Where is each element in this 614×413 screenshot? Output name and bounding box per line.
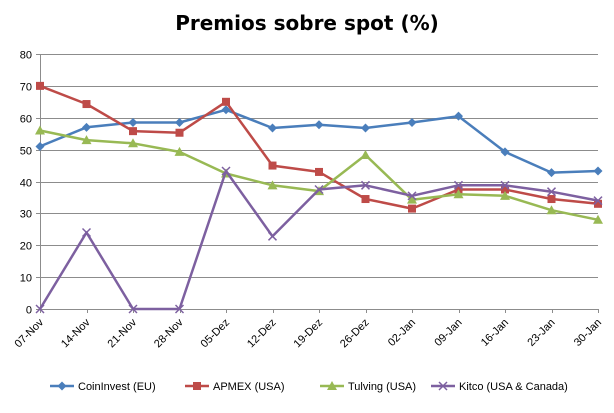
x-tick-label: 28-Nov xyxy=(152,316,186,350)
data-point xyxy=(361,123,370,133)
legend: CoinInvest (EU) APMEX (USA) Tulving (USA) K… xyxy=(50,381,568,393)
y-tick-label: 50 xyxy=(20,146,32,158)
legend-item: APMEX (USA) xyxy=(185,381,285,393)
data-point xyxy=(221,105,231,115)
data-point xyxy=(360,180,371,190)
data-point xyxy=(547,195,556,204)
y-tick-label: 60 xyxy=(20,114,32,126)
y-tick-label: 10 xyxy=(20,273,32,285)
x-tick-label: 07-Nov xyxy=(13,316,47,350)
data-point xyxy=(222,97,230,106)
y-tick-label: 40 xyxy=(20,178,32,190)
data-point xyxy=(454,111,463,121)
x-tick-label: 12-Dez xyxy=(245,317,279,351)
gridlines xyxy=(40,54,598,278)
data-point xyxy=(593,214,603,224)
data-point xyxy=(501,185,509,194)
legend-marker xyxy=(438,381,448,391)
x-tick-label: 05-Dez xyxy=(199,317,233,351)
data-point xyxy=(81,135,92,145)
data-point xyxy=(361,195,370,204)
chart-title: Premios sobre spot (%) xyxy=(175,11,439,35)
data-point xyxy=(35,304,45,314)
data-point xyxy=(82,100,91,109)
data-point xyxy=(268,123,277,133)
legend-item: Kitco (USA & Canada) xyxy=(431,381,568,393)
data-point xyxy=(314,120,324,130)
y-tick-label: 0 xyxy=(26,305,32,317)
series-1 xyxy=(35,105,603,178)
data-point xyxy=(500,190,510,200)
legend-marker xyxy=(57,381,67,391)
data-point xyxy=(593,166,603,176)
legend-item: CoinInvest (EU) xyxy=(50,381,156,393)
legend-label: Tulving (USA) xyxy=(348,381,416,393)
x-tick-label: 23-Jan xyxy=(525,317,557,349)
series-2 xyxy=(36,81,602,213)
data-point xyxy=(408,204,416,213)
data-point xyxy=(268,161,277,170)
data-point xyxy=(128,138,138,148)
data-point xyxy=(35,141,45,151)
series-4 xyxy=(35,166,603,314)
legend-label: Kitco (USA & Canada) xyxy=(459,381,568,393)
x-tick-label: 09-Jan xyxy=(432,317,464,349)
data-point xyxy=(82,122,91,132)
series-line xyxy=(39,108,599,174)
legend-marker xyxy=(327,381,337,390)
data-point xyxy=(453,189,464,199)
data-point xyxy=(453,180,464,190)
data-point xyxy=(500,180,510,190)
x-tick-label: 30-Jan xyxy=(572,317,604,349)
data-point xyxy=(593,196,603,206)
y-tick-label: 30 xyxy=(20,209,32,221)
legend-label: CoinInvest (EU) xyxy=(78,381,156,393)
data-point xyxy=(175,118,184,128)
data-point xyxy=(221,166,231,176)
data-point xyxy=(360,150,371,160)
y-tick-label: 70 xyxy=(20,82,32,94)
data-point xyxy=(129,127,137,136)
x-tick-label: 16-Jan xyxy=(479,317,511,349)
data-point xyxy=(547,168,556,178)
data-point xyxy=(128,118,138,128)
data-point xyxy=(35,125,45,135)
x-tick-label: 21-Nov xyxy=(106,316,140,350)
series-group xyxy=(35,81,603,314)
data-point xyxy=(407,118,417,128)
legend-label: APMEX (USA) xyxy=(213,381,285,393)
data-point xyxy=(546,205,557,215)
x-tick-label: 19-Dez xyxy=(292,317,326,351)
data-point xyxy=(546,187,557,197)
x-tick-label: 26-Dez xyxy=(338,317,372,351)
data-point xyxy=(175,128,184,137)
y-tick-label: 80 xyxy=(20,50,32,62)
y-tick-label: 20 xyxy=(20,241,32,253)
data-point xyxy=(267,180,278,190)
x-tick-label: 02-Jan xyxy=(386,317,418,349)
legend-item: Tulving (USA) xyxy=(320,381,416,393)
data-point xyxy=(594,199,602,208)
data-point xyxy=(500,147,510,157)
data-point xyxy=(267,231,278,241)
data-point xyxy=(315,167,323,176)
data-point xyxy=(314,184,324,194)
x-tick-label: 14-Nov xyxy=(59,316,93,350)
data-point xyxy=(36,81,44,90)
data-point xyxy=(407,191,417,201)
legend-marker xyxy=(193,382,201,390)
data-point xyxy=(128,304,138,314)
data-point xyxy=(81,227,92,238)
data-point xyxy=(174,304,185,314)
data-point xyxy=(174,146,185,156)
data-point xyxy=(407,194,417,204)
